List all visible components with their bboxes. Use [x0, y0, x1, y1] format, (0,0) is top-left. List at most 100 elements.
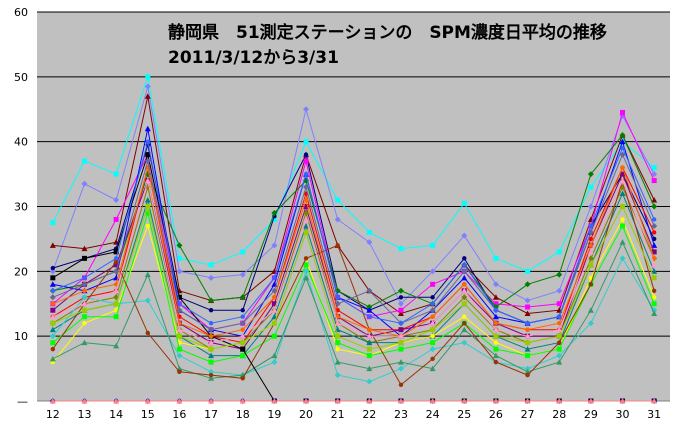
data-point: [620, 165, 625, 170]
data-point: [303, 197, 309, 203]
x-tick-label: 15: [141, 408, 155, 421]
data-point: [525, 372, 530, 378]
chart-title: 静岡県 51測定ステーションの SPM濃度日平均の推移: [168, 22, 607, 43]
data-point: [82, 275, 87, 281]
data-point: [367, 327, 372, 332]
data-point: [430, 295, 435, 300]
data-point: [524, 346, 531, 352]
x-tick-label: 24: [426, 408, 440, 421]
x-tick-label: 30: [616, 408, 630, 421]
data-point: [49, 355, 56, 362]
data-point: [271, 398, 278, 404]
data-point: [397, 359, 404, 365]
data-point: [177, 369, 182, 375]
data-point: [366, 339, 373, 346]
data-point: [50, 301, 56, 306]
data-point: [49, 333, 56, 340]
data-point: [49, 398, 56, 404]
data-point: [651, 249, 657, 255]
data-point: [176, 307, 183, 314]
data-point: [366, 303, 373, 310]
x-tick-label: 14: [109, 408, 123, 421]
data-point: [303, 256, 309, 261]
data-point: [49, 326, 56, 333]
data-point: [524, 297, 531, 304]
data-point: [113, 259, 119, 264]
y-tick-label: 20: [14, 265, 28, 278]
data-point: [334, 372, 341, 379]
data-point: [303, 171, 309, 177]
series-line: [52, 96, 655, 315]
data-point: [461, 232, 468, 239]
x-tick-label: 16: [172, 408, 186, 421]
data-point: [49, 313, 56, 320]
y-axis: — 10 20 30 40 50 60: [14, 6, 28, 408]
data-point: [81, 281, 88, 288]
data-point: [525, 327, 530, 332]
data-point: [588, 223, 594, 229]
data-point: [113, 171, 119, 177]
data-point: [335, 340, 341, 346]
data-point: [429, 346, 436, 353]
data-point: [556, 249, 562, 255]
data-point: [81, 255, 87, 261]
data-point: [366, 307, 373, 313]
data-point: [397, 333, 404, 339]
series-line: [52, 192, 655, 357]
data-point: [587, 203, 594, 210]
data-point: [81, 307, 87, 313]
x-axis: 12 13 14 15 16 17 18 19 20 21 22 23 24 25 26 27 28 29 30 31: [46, 408, 661, 421]
data-point: [303, 184, 310, 191]
data-point: [81, 294, 88, 301]
y-tick-label: 10: [14, 330, 28, 343]
data-point: [430, 242, 436, 248]
x-tick-label: 20: [299, 408, 313, 421]
data-point: [492, 352, 499, 359]
data-point: [651, 171, 658, 178]
data-point: [651, 178, 657, 184]
data-point: [525, 268, 531, 274]
data-point: [619, 138, 626, 145]
data-point: [492, 294, 499, 300]
data-point: [303, 229, 309, 235]
data-point: [587, 320, 594, 327]
x-tick-label: 18: [236, 408, 250, 421]
data-point: [303, 216, 310, 222]
data-point: [144, 93, 151, 99]
y-tick-label: 40: [14, 136, 28, 149]
data-point: [367, 314, 372, 319]
data-point: [144, 271, 151, 278]
data-point: [208, 359, 214, 365]
data-point: [50, 346, 56, 352]
data-point: [556, 301, 562, 307]
data-point: [50, 265, 56, 271]
chart-subtitle: 2011/3/12から3/31: [168, 48, 339, 68]
data-point: [144, 297, 151, 304]
data-point: [208, 339, 215, 346]
data-point: [524, 281, 531, 288]
data-point: [271, 320, 277, 326]
data-point: [398, 340, 404, 346]
data-point: [208, 372, 214, 378]
data-point: [651, 217, 657, 222]
data-point: [462, 262, 467, 268]
data-point: [176, 352, 183, 359]
data-point: [239, 271, 246, 278]
data-point: [334, 300, 341, 307]
data-point: [493, 321, 499, 326]
x-tick-label: 26: [489, 408, 503, 421]
data-point: [651, 268, 658, 274]
data-point: [398, 327, 404, 333]
data-point: [429, 365, 436, 372]
data-point: [271, 209, 278, 216]
data-point: [366, 229, 372, 235]
data-point: [208, 262, 214, 268]
data-point: [620, 217, 625, 222]
data-point: [303, 262, 309, 268]
data-point: [113, 262, 119, 268]
data-point: [334, 359, 341, 365]
data-point: [651, 310, 658, 316]
data-point: [366, 239, 373, 246]
series-line: [52, 86, 655, 305]
data-point: [493, 359, 499, 365]
